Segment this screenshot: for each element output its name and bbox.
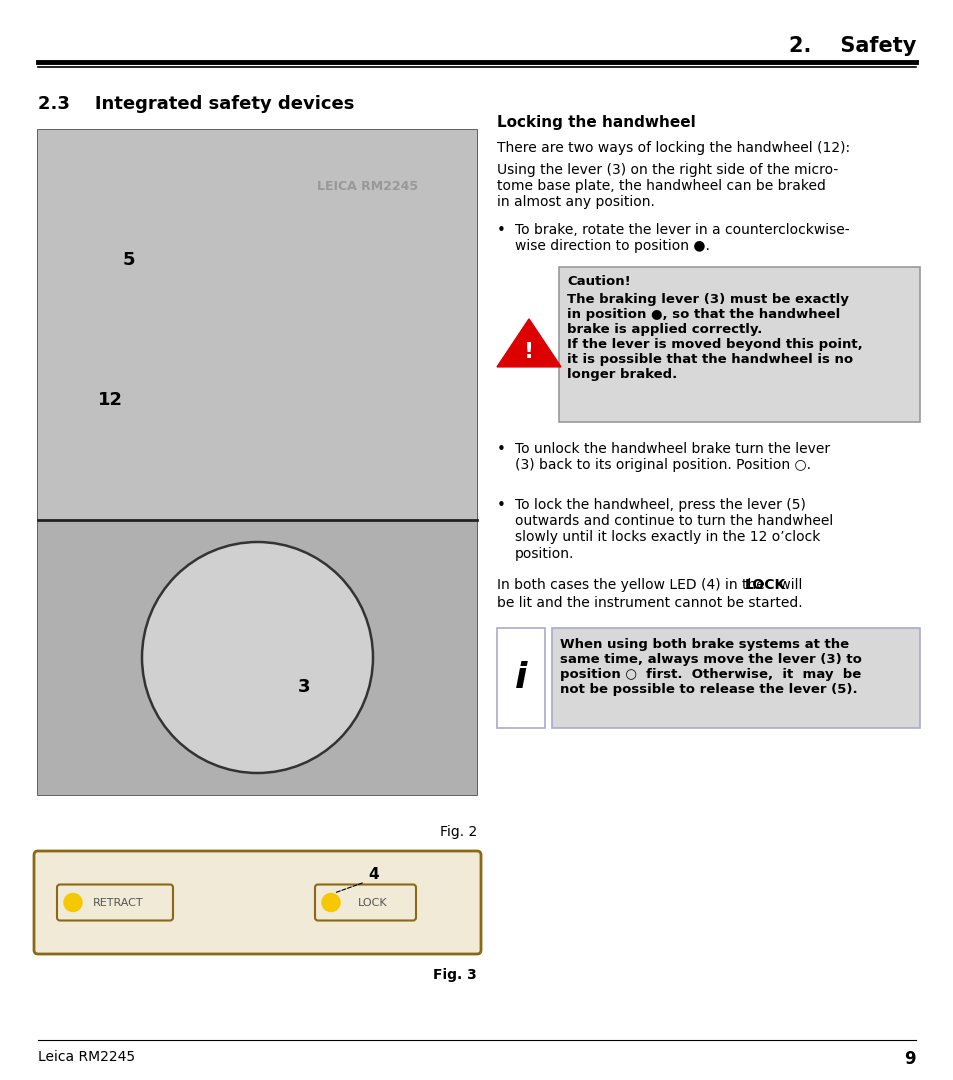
Text: •: • <box>497 442 505 457</box>
Text: To lock the handwheel, press the lever (5)
outwards and continue to turn the han: To lock the handwheel, press the lever (… <box>515 498 832 561</box>
Text: Fig. 2: Fig. 2 <box>439 825 476 839</box>
Text: To unlock the handwheel brake turn the lever
(3) back to its original position. : To unlock the handwheel brake turn the l… <box>515 442 829 472</box>
Text: LOCK: LOCK <box>357 897 388 907</box>
Text: !: ! <box>523 342 534 363</box>
Text: 2.3    Integrated safety devices: 2.3 Integrated safety devices <box>38 95 354 113</box>
Text: •: • <box>497 222 505 238</box>
Text: In both cases the yellow LED (4) in the: In both cases the yellow LED (4) in the <box>497 578 768 592</box>
FancyBboxPatch shape <box>552 627 919 728</box>
FancyBboxPatch shape <box>57 885 172 920</box>
FancyBboxPatch shape <box>38 130 476 519</box>
Circle shape <box>322 893 339 912</box>
Text: LOCK: LOCK <box>744 578 785 592</box>
Text: 3: 3 <box>297 678 310 697</box>
Text: Caution!: Caution! <box>566 275 630 288</box>
Text: Locking the handwheel: Locking the handwheel <box>497 114 695 130</box>
FancyBboxPatch shape <box>34 851 480 954</box>
FancyBboxPatch shape <box>497 627 544 728</box>
FancyBboxPatch shape <box>314 885 416 920</box>
Text: •: • <box>497 498 505 513</box>
Text: be lit and the instrument cannot be started.: be lit and the instrument cannot be star… <box>497 596 801 610</box>
Polygon shape <box>497 319 560 367</box>
Text: 9: 9 <box>903 1050 915 1068</box>
FancyBboxPatch shape <box>38 519 476 795</box>
Text: Fig. 3: Fig. 3 <box>433 968 476 982</box>
Text: There are two ways of locking the handwheel (12):: There are two ways of locking the handwh… <box>497 141 849 156</box>
Circle shape <box>64 893 82 912</box>
Text: 4: 4 <box>368 867 378 882</box>
FancyBboxPatch shape <box>558 267 919 422</box>
Text: The braking lever (3) must be exactly
in position ●, so that the handwheel
brake: The braking lever (3) must be exactly in… <box>566 293 862 381</box>
FancyBboxPatch shape <box>38 130 476 795</box>
Circle shape <box>142 542 373 773</box>
Text: will: will <box>774 578 801 592</box>
Text: To brake, rotate the lever in a counterclockwise-
wise direction to position ●.: To brake, rotate the lever in a counterc… <box>515 222 849 253</box>
Text: 2.    Safety: 2. Safety <box>788 36 915 56</box>
Text: Using the lever (3) on the right side of the micro-
tome base plate, the handwhe: Using the lever (3) on the right side of… <box>497 163 838 210</box>
Text: Leica RM2245: Leica RM2245 <box>38 1050 135 1064</box>
Text: 12: 12 <box>98 391 123 409</box>
Text: 5: 5 <box>123 251 135 269</box>
Text: LEICA RM2245: LEICA RM2245 <box>316 180 417 193</box>
Text: When using both brake systems at the
same time, always move the lever (3) to
pos: When using both brake systems at the sam… <box>559 638 861 696</box>
Text: i: i <box>515 661 527 696</box>
Text: RETRACT: RETRACT <box>92 897 143 907</box>
